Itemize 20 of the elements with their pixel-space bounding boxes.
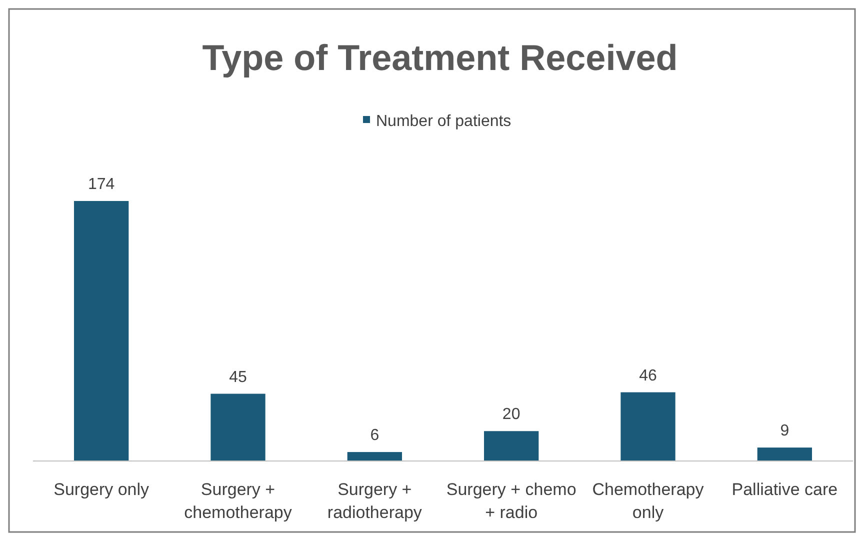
legend-label: Number of patients — [376, 113, 512, 130]
data-label: 9 — [780, 422, 790, 440]
x-tick-label: Chemotherapy only — [592, 480, 704, 522]
data-label: 45 — [229, 368, 247, 386]
x-tick-label: Surgery + chemotherapy — [184, 480, 292, 522]
bar — [210, 394, 266, 461]
bar — [620, 392, 676, 461]
bar — [347, 452, 402, 461]
x-tick-label: Surgery + radiotherapy — [327, 480, 422, 522]
chart-title: Type of Treatment Received — [202, 37, 678, 78]
data-label: 46 — [639, 367, 657, 384]
bar — [484, 431, 539, 461]
data-label: 20 — [502, 406, 520, 424]
x-tick-label: Surgery + chemo + radio — [446, 480, 576, 522]
bar — [74, 201, 129, 461]
x-tick-label: Palliative care — [732, 480, 838, 499]
x-tick-label: Surgery only — [54, 480, 150, 499]
data-label: 6 — [370, 427, 380, 444]
bar — [757, 448, 812, 461]
data-label: 174 — [88, 176, 115, 193]
